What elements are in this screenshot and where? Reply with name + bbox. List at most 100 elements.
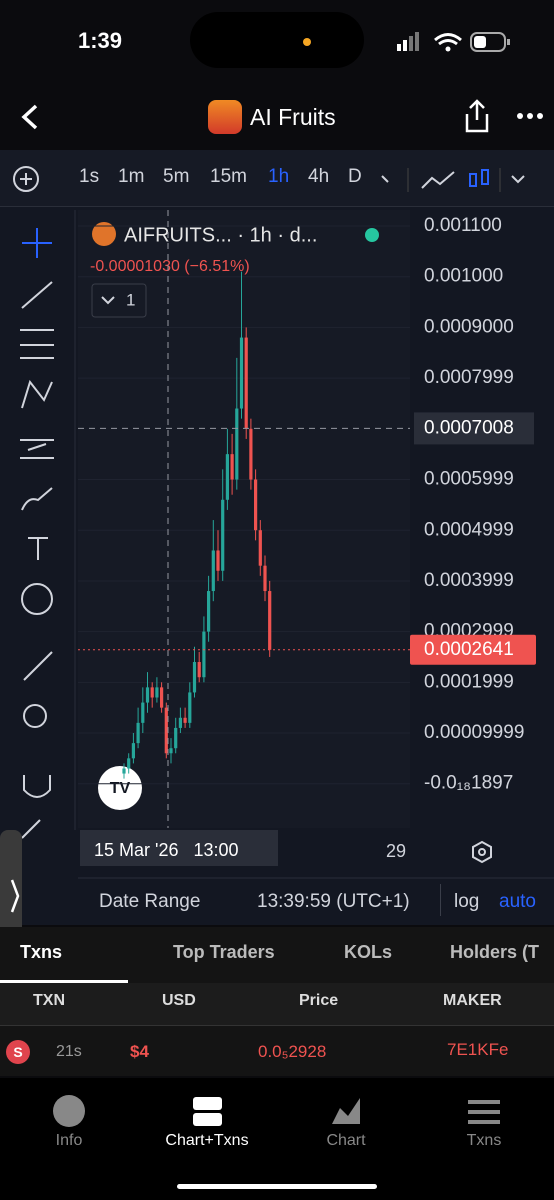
nav-item[interactable]: Txns — [466, 1132, 502, 1149]
crosshair-time-box — [80, 830, 278, 866]
candle-body — [268, 591, 272, 650]
timeframe-bar — [0, 150, 554, 207]
tab[interactable]: Holders (T — [450, 942, 540, 962]
table-row[interactable] — [0, 1026, 554, 1076]
column-header[interactable]: Price — [299, 992, 339, 1009]
side-badge: S — [6, 1040, 30, 1064]
y-tick-label: 0.001000 — [424, 266, 503, 287]
page-title: AI Fruits — [250, 104, 336, 130]
crosshair-price-box — [414, 412, 534, 445]
chart-style-controls[interactable] — [378, 168, 538, 192]
column-header[interactable]: MAKER — [443, 992, 502, 1009]
timeframe[interactable]: 1s — [79, 166, 100, 187]
candle-body — [183, 717, 187, 723]
log-toggle[interactable]: log — [454, 891, 480, 912]
timeframe[interactable]: 1h — [268, 166, 290, 187]
table-header — [0, 983, 554, 1026]
y-tick-label: 0.001100 — [424, 215, 502, 236]
y-tick-label: 0.0001999 — [424, 671, 514, 692]
token-icon — [208, 100, 242, 134]
candle-body — [258, 530, 262, 566]
indicator-toggle[interactable] — [91, 283, 147, 318]
nav-item[interactable]: Chart — [326, 1132, 366, 1149]
more-button[interactable] — [516, 110, 544, 122]
candle-body — [207, 591, 211, 632]
share-button[interactable] — [462, 98, 492, 134]
back-button[interactable] — [16, 102, 46, 132]
candle-body — [192, 662, 197, 693]
chart-token-icon — [92, 222, 116, 246]
price-change: -0.00001030 (−6.51%) — [90, 258, 250, 275]
last-price-box — [410, 634, 536, 665]
y-tick-label: 0.0005999 — [424, 469, 514, 490]
candle-body — [225, 454, 229, 500]
live-dot — [365, 228, 379, 242]
txn-price: 0.0₅2928 — [258, 1042, 327, 1061]
chevron — [101, 296, 115, 305]
drawing-toolbar[interactable] — [20, 228, 54, 839]
tv-logo-text: TV — [110, 780, 131, 797]
side-drawer-handle[interactable] — [0, 830, 22, 930]
footer-separator — [440, 884, 441, 916]
y-tick-label: 0.00009999 — [424, 722, 524, 743]
drawer-chevron — [10, 879, 20, 913]
indicator-dot — [303, 38, 311, 46]
crosshair-price: 0.0007008 — [424, 417, 514, 438]
candle-body — [136, 722, 140, 744]
plot-area — [78, 210, 410, 828]
timeframe[interactable]: 4h — [308, 166, 330, 187]
tab-bar — [0, 927, 554, 983]
bottom-nav — [0, 1078, 554, 1200]
timeframe[interactable]: D — [348, 166, 362, 187]
add-button[interactable] — [12, 165, 40, 193]
candle-body — [160, 687, 164, 708]
candle-body — [155, 687, 159, 698]
timeframe[interactable]: 15m — [210, 166, 247, 187]
settings-icon[interactable] — [472, 840, 492, 864]
column-header[interactable]: USD — [162, 992, 196, 1009]
candle-body — [150, 687, 154, 698]
y-tick-label: 0.0009000 — [424, 316, 514, 337]
candle-body — [178, 717, 182, 728]
candle-body — [131, 743, 135, 759]
chart-clock: 13:39:59 (UTC+1) — [257, 891, 410, 912]
nav-item[interactable]: Info — [55, 1132, 83, 1149]
x-tick-label: 29 — [386, 841, 406, 861]
candle-body — [244, 337, 248, 429]
nav-item[interactable]: Chart+Txns — [165, 1132, 249, 1149]
status-icons — [397, 32, 510, 52]
chart-title: AIFRUITS... · 1h · d... — [124, 224, 317, 246]
chart: TV AIFRUITS... · 1h · d... -0.00001030 (… — [0, 210, 554, 930]
tab[interactable]: KOLs — [344, 942, 393, 962]
candle-body — [263, 565, 267, 592]
timeframe[interactable]: 1m — [118, 166, 145, 187]
candle-body — [169, 748, 173, 754]
candle-body — [188, 692, 192, 723]
candle-body — [230, 454, 234, 480]
txn-usd: $4 — [130, 1042, 149, 1061]
candle-body — [127, 758, 131, 769]
candle-body — [239, 337, 244, 409]
auto-toggle[interactable]: auto — [499, 891, 536, 912]
candle-body — [254, 479, 258, 531]
tab[interactable]: Txns — [20, 942, 63, 962]
candle-body — [235, 408, 239, 480]
indicator-count: 1 — [126, 290, 135, 309]
candle-body — [164, 707, 168, 754]
last-price: 0.0002641 — [424, 639, 514, 660]
candle-body — [221, 499, 225, 571]
column-header[interactable]: TXN — [33, 992, 65, 1009]
txn-maker[interactable]: 7E1KFe — [447, 1040, 509, 1059]
candle-body — [145, 687, 150, 703]
candle-body — [216, 550, 220, 571]
dynamic-island — [190, 12, 364, 68]
candle-body — [174, 727, 178, 749]
y-tick-label: 0.0004999 — [424, 519, 514, 540]
timeframe[interactable]: 5m — [163, 166, 190, 187]
tv-logo — [98, 766, 142, 810]
tab[interactable]: Top Traders — [173, 942, 275, 962]
y-tick-label: -0.0₁₈1897 — [424, 773, 513, 794]
candle-body — [202, 631, 206, 678]
date-range-button[interactable]: Date Range — [99, 891, 201, 912]
